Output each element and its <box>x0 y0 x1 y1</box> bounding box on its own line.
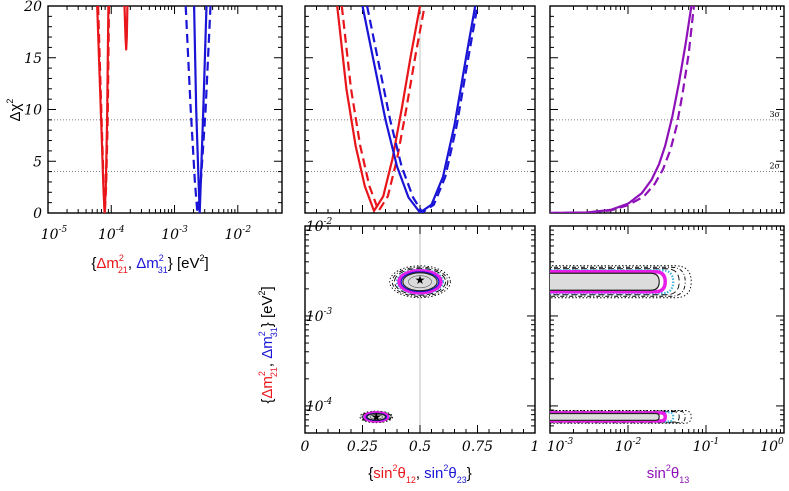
br-region-1-band-4 <box>550 411 667 423</box>
br-x-tick-label-1: 10-2 <box>615 437 642 455</box>
panel-top-right-frame <box>549 5 785 214</box>
best-fit-star-0: ★ <box>415 273 426 287</box>
panel-top-right-curves <box>550 6 695 213</box>
bm-x-tick-label-4: 1 <box>531 439 540 455</box>
top-middle-curve-1 <box>340 6 426 212</box>
bm-region-0-band-2 <box>394 267 446 296</box>
best-fit-star-1: ★ <box>371 410 382 424</box>
bm-y-tick-label-2: 10-2 <box>306 217 333 235</box>
bm-y-tick-label-1: 10-3 <box>306 307 333 325</box>
bm-region-0-band-7 <box>408 275 432 289</box>
br-region-0-band-4 <box>550 270 667 294</box>
tl-x-tick-label-2: 10-3 <box>161 225 188 243</box>
bm-region-1-band-0 <box>359 410 394 424</box>
bm-region-0-band-0 <box>389 265 451 299</box>
mass-x-axis-label: {Δm2 21, Δm2 31} [eV2] <box>91 253 208 275</box>
top-right-curve-0 <box>550 6 693 213</box>
top-right-curve-1 <box>550 6 695 213</box>
bm-x-tick-label-3: 0.75 <box>462 439 493 455</box>
br-region-0-band-3 <box>550 269 675 295</box>
br-region-0-band-0 <box>550 265 692 299</box>
sigma-label-0: 3σ <box>769 110 780 119</box>
tl-y-tick-label-3: 15 <box>24 51 42 67</box>
br-region-1-band-5 <box>550 412 660 421</box>
top-middle-curve-3 <box>366 6 479 213</box>
bm-region-0-band-6 <box>402 272 438 292</box>
panel-bottom-middle-regions: ★★ <box>359 265 451 424</box>
br-x-tick-label-0: 10-3 <box>547 437 574 455</box>
panel-top-left-curves <box>96 6 212 213</box>
angle-x-axis-label: {sin2θ12, sin2θ23} <box>368 463 472 485</box>
tl-y-tick-label-2: 10 <box>24 103 42 119</box>
tl-y-tick-label-4: 20 <box>23 0 42 15</box>
sigma-label-1: 2σ <box>769 162 780 171</box>
bm-x-tick-label-2: 0.5 <box>409 439 431 455</box>
br-region-1-band-2 <box>550 411 680 423</box>
bm-x-tick-label-1: 0.25 <box>347 439 378 455</box>
br-region-1-band-1 <box>550 410 686 424</box>
br-x-tick-label-3: 100 <box>760 437 784 455</box>
br-region-0-band-5 <box>550 272 660 291</box>
br-region-0-band-2 <box>550 268 680 296</box>
bm-region-0-band-4 <box>397 269 443 295</box>
top-middle-curve-2 <box>361 6 477 213</box>
axis-ticks <box>47 5 784 434</box>
panel-top-left-frame <box>47 5 283 214</box>
panel-top-middle-curves <box>336 6 479 213</box>
top-left-curve-4 <box>184 6 212 213</box>
top-left-curve-1 <box>97 6 111 213</box>
bm-x-tick-label-0: 0 <box>301 439 310 455</box>
top-left-curve-2 <box>123 6 129 51</box>
theta13-x-axis-label: sin2θ13 <box>647 463 690 485</box>
bm-y-tick-label-0: 10-4 <box>306 397 333 415</box>
tl-x-tick-label-1: 10-4 <box>98 225 125 243</box>
tl-y-tick-label-1: 5 <box>33 154 42 170</box>
tick-labels: 10-5 10-4 10-3 10-2 0 5 10 15 20 0 0.25 0.5 0.75 1 10-… <box>23 0 784 455</box>
panel-bottom-right-frame <box>549 225 785 434</box>
mass-y-axis-label: {Δm2 21, Δm2 31} [eV2] <box>257 286 279 403</box>
br-x-tick-label-2: 10-1 <box>693 437 720 455</box>
bm-region-1-band-7 <box>369 414 383 420</box>
tl-x-tick-label-3: 10-2 <box>224 225 251 243</box>
bm-region-0-band-5 <box>400 271 440 293</box>
top-y-axis-label: Δχ2 <box>5 99 24 122</box>
panel-bottom-right-regions <box>550 265 692 424</box>
sigma-reference-lines: 3σ 2σ <box>48 6 784 433</box>
tl-y-tick-label-0: 0 <box>33 206 42 222</box>
tl-x-tick-label-0: 10-5 <box>41 225 68 243</box>
bm-region-1-band-1 <box>360 411 392 423</box>
top-left-curve-3 <box>193 6 208 213</box>
top-middle-curve-0 <box>336 6 422 212</box>
bm-region-0-band-1 <box>391 266 449 297</box>
